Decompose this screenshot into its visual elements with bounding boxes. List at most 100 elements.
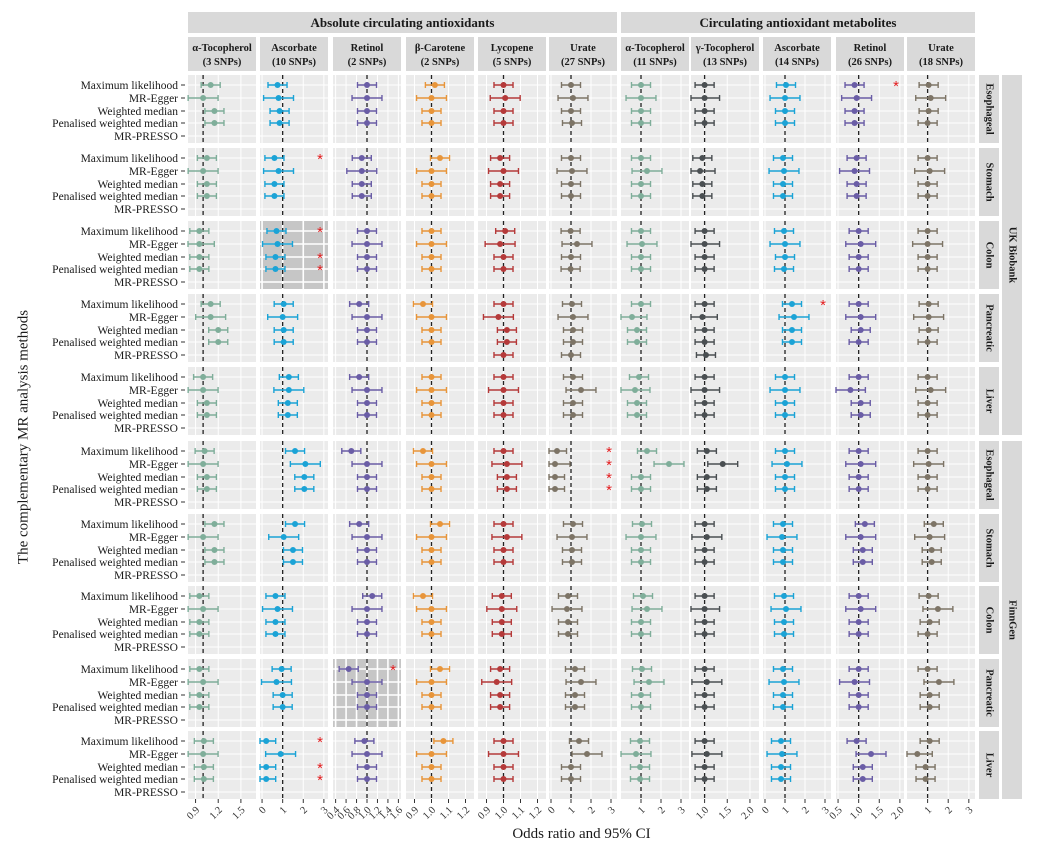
point-estimate-r2-c1-m2 [272,254,279,260]
outcome-label-8: Pancreatic [984,669,995,717]
point-estimate-r0-c6-m3 [638,120,644,126]
point-estimate-r4-c0-m3 [203,412,210,418]
point-estimate-r5-c4-m2 [503,474,510,480]
point-estimate-r6-c6-m2 [638,547,644,553]
point-estimate-r0-c4-m0 [500,82,507,88]
point-estimate-r8-c0-m2 [196,692,203,698]
point-estimate-r1-c8-m2 [780,181,786,187]
panel-bg-r7-c3 [406,586,474,654]
panel-bg-r5-c7 [691,441,759,509]
point-estimate-r8-c6-m2 [638,692,644,698]
point-estimate-r4-c7-m3 [701,412,708,418]
point-estimate-r2-c6-m1 [639,241,645,247]
point-estimate-r6-c8-m3 [780,559,786,565]
point-estimate-r6-c5-m0 [570,521,576,527]
point-estimate-r2-c0-m0 [196,228,203,234]
x-tick-label-c0-0: 0.9 [185,805,202,822]
point-estimate-r4-c6-m2 [634,400,640,406]
method-label-r4-1: MR-Egger [129,385,178,397]
outcome-strip-8 [979,659,999,727]
panel-bg-r2-c1 [260,221,328,289]
point-estimate-r1-c8-m3 [780,193,786,199]
point-estimate-r2-c1-m0 [273,228,280,234]
point-estimate-r0-c0-m1 [200,95,207,101]
method-label-r0-0: Maximum likelihood [81,80,179,92]
point-estimate-r1-c2-m3 [358,193,365,199]
point-estimate-r2-c6-m0 [638,228,644,234]
panel-bg-r2-c5 [549,221,617,289]
point-estimate-r5-c10-m1 [925,461,932,467]
significance-star-9: * [606,482,612,499]
method-label-r8-1: MR-Egger [129,677,178,689]
method-label-r7-3: Penalised weighted median [52,629,178,641]
point-estimate-r1-c1-m1 [275,168,282,174]
point-estimate-r5-c5-m3 [552,486,558,492]
panel-bg-r1-c8 [763,148,831,216]
point-estimate-r0-c10-m0 [925,82,932,88]
panel-bg-r9-c0 [188,731,256,799]
x-tick-label-c4-2: 1.1 [510,805,527,822]
point-estimate-r9-c10-m3 [922,776,929,782]
x-tick-label-c10-2: 3 [964,805,975,816]
point-estimate-r4-c6-m3 [634,412,640,418]
point-estimate-r2-c2-m3 [364,266,370,272]
significance-star-4: * [317,262,323,279]
point-estimate-r9-c6-m2 [637,764,643,770]
exposure-snps-4: (5 SNPs) [493,57,532,68]
point-estimate-r5-c8-m2 [782,474,788,480]
panel-bg-r3-c3 [406,294,474,362]
point-estimate-r9-c5-m2 [568,764,574,770]
point-estimate-r9-c7-m0 [701,738,708,744]
point-estimate-r2-c2-m2 [364,254,370,260]
point-estimate-r5-c9-m2 [855,474,862,480]
significance-star-7: * [606,457,612,474]
point-estimate-r0-c3-m2 [428,108,435,114]
point-estimate-r1-c9-m2 [853,181,860,187]
exposure-snps-1: (10 SNPs) [272,57,317,68]
point-estimate-r6-c10-m3 [928,559,935,565]
panel-bg-r2-c6 [621,221,689,289]
point-estimate-r4-c0-m1 [200,387,207,393]
point-estimate-r0-c0-m2 [211,108,218,114]
point-estimate-r1-c3-m0 [437,155,443,161]
method-label-r1-2: Weighted median [97,179,178,191]
point-estimate-r8-c4-m3 [497,704,504,710]
outcome-label-4: Liver [984,389,995,414]
point-estimate-r9-c9-m2 [859,764,866,770]
point-estimate-r5-c1-m3 [301,486,308,492]
point-estimate-r7-c2-m3 [364,631,370,637]
point-estimate-r0-c6-m0 [638,82,644,88]
panel-bg-r3-c8 [763,294,831,362]
point-estimate-r2-c6-m2 [638,254,644,260]
point-estimate-r8-c9-m3 [855,704,862,710]
point-estimate-r9-c7-m3 [701,776,708,782]
point-estimate-r2-c1-m1 [274,241,281,247]
point-estimate-r8-c3-m1 [428,679,435,685]
point-estimate-r3-c0-m2 [215,327,222,333]
exposure-snps-8: (14 SNPs) [775,57,820,68]
point-estimate-r1-c3-m1 [428,168,435,174]
point-estimate-r5-c2-m0 [348,448,355,454]
point-estimate-r7-c4-m3 [498,631,505,637]
panel-bg-r5-c4 [478,441,546,509]
panel-bg-r4-c1 [260,367,328,435]
point-estimate-r4-c4-m3 [500,412,507,418]
group-label-0: Absolute circulating antioxidants [311,15,495,30]
point-estimate-r1-c6-m1 [644,168,650,174]
point-estimate-r5-c4-m3 [503,486,510,492]
point-estimate-r0-c8-m3 [782,120,788,126]
group-label-1: Circulating antioxidant metabolites [700,15,897,30]
point-estimate-r2-c6-m3 [638,266,644,272]
method-label-r3-1: MR-Egger [129,312,178,324]
point-estimate-r8-c2-m1 [364,679,370,685]
point-estimate-r8-c4-m1 [493,679,500,685]
method-label-r8-2: Weighted median [97,690,178,702]
point-estimate-r7-c5-m2 [565,619,571,625]
significance-star-2: * [317,224,323,241]
outcome-label-7: Colon [984,607,995,634]
point-estimate-r6-c0-m3 [211,559,218,565]
point-estimate-r6-c8-m2 [780,547,786,553]
point-estimate-r6-c7-m1 [703,534,710,540]
exposure-strip-5 [549,37,617,71]
point-estimate-r2-c9-m2 [855,254,862,260]
